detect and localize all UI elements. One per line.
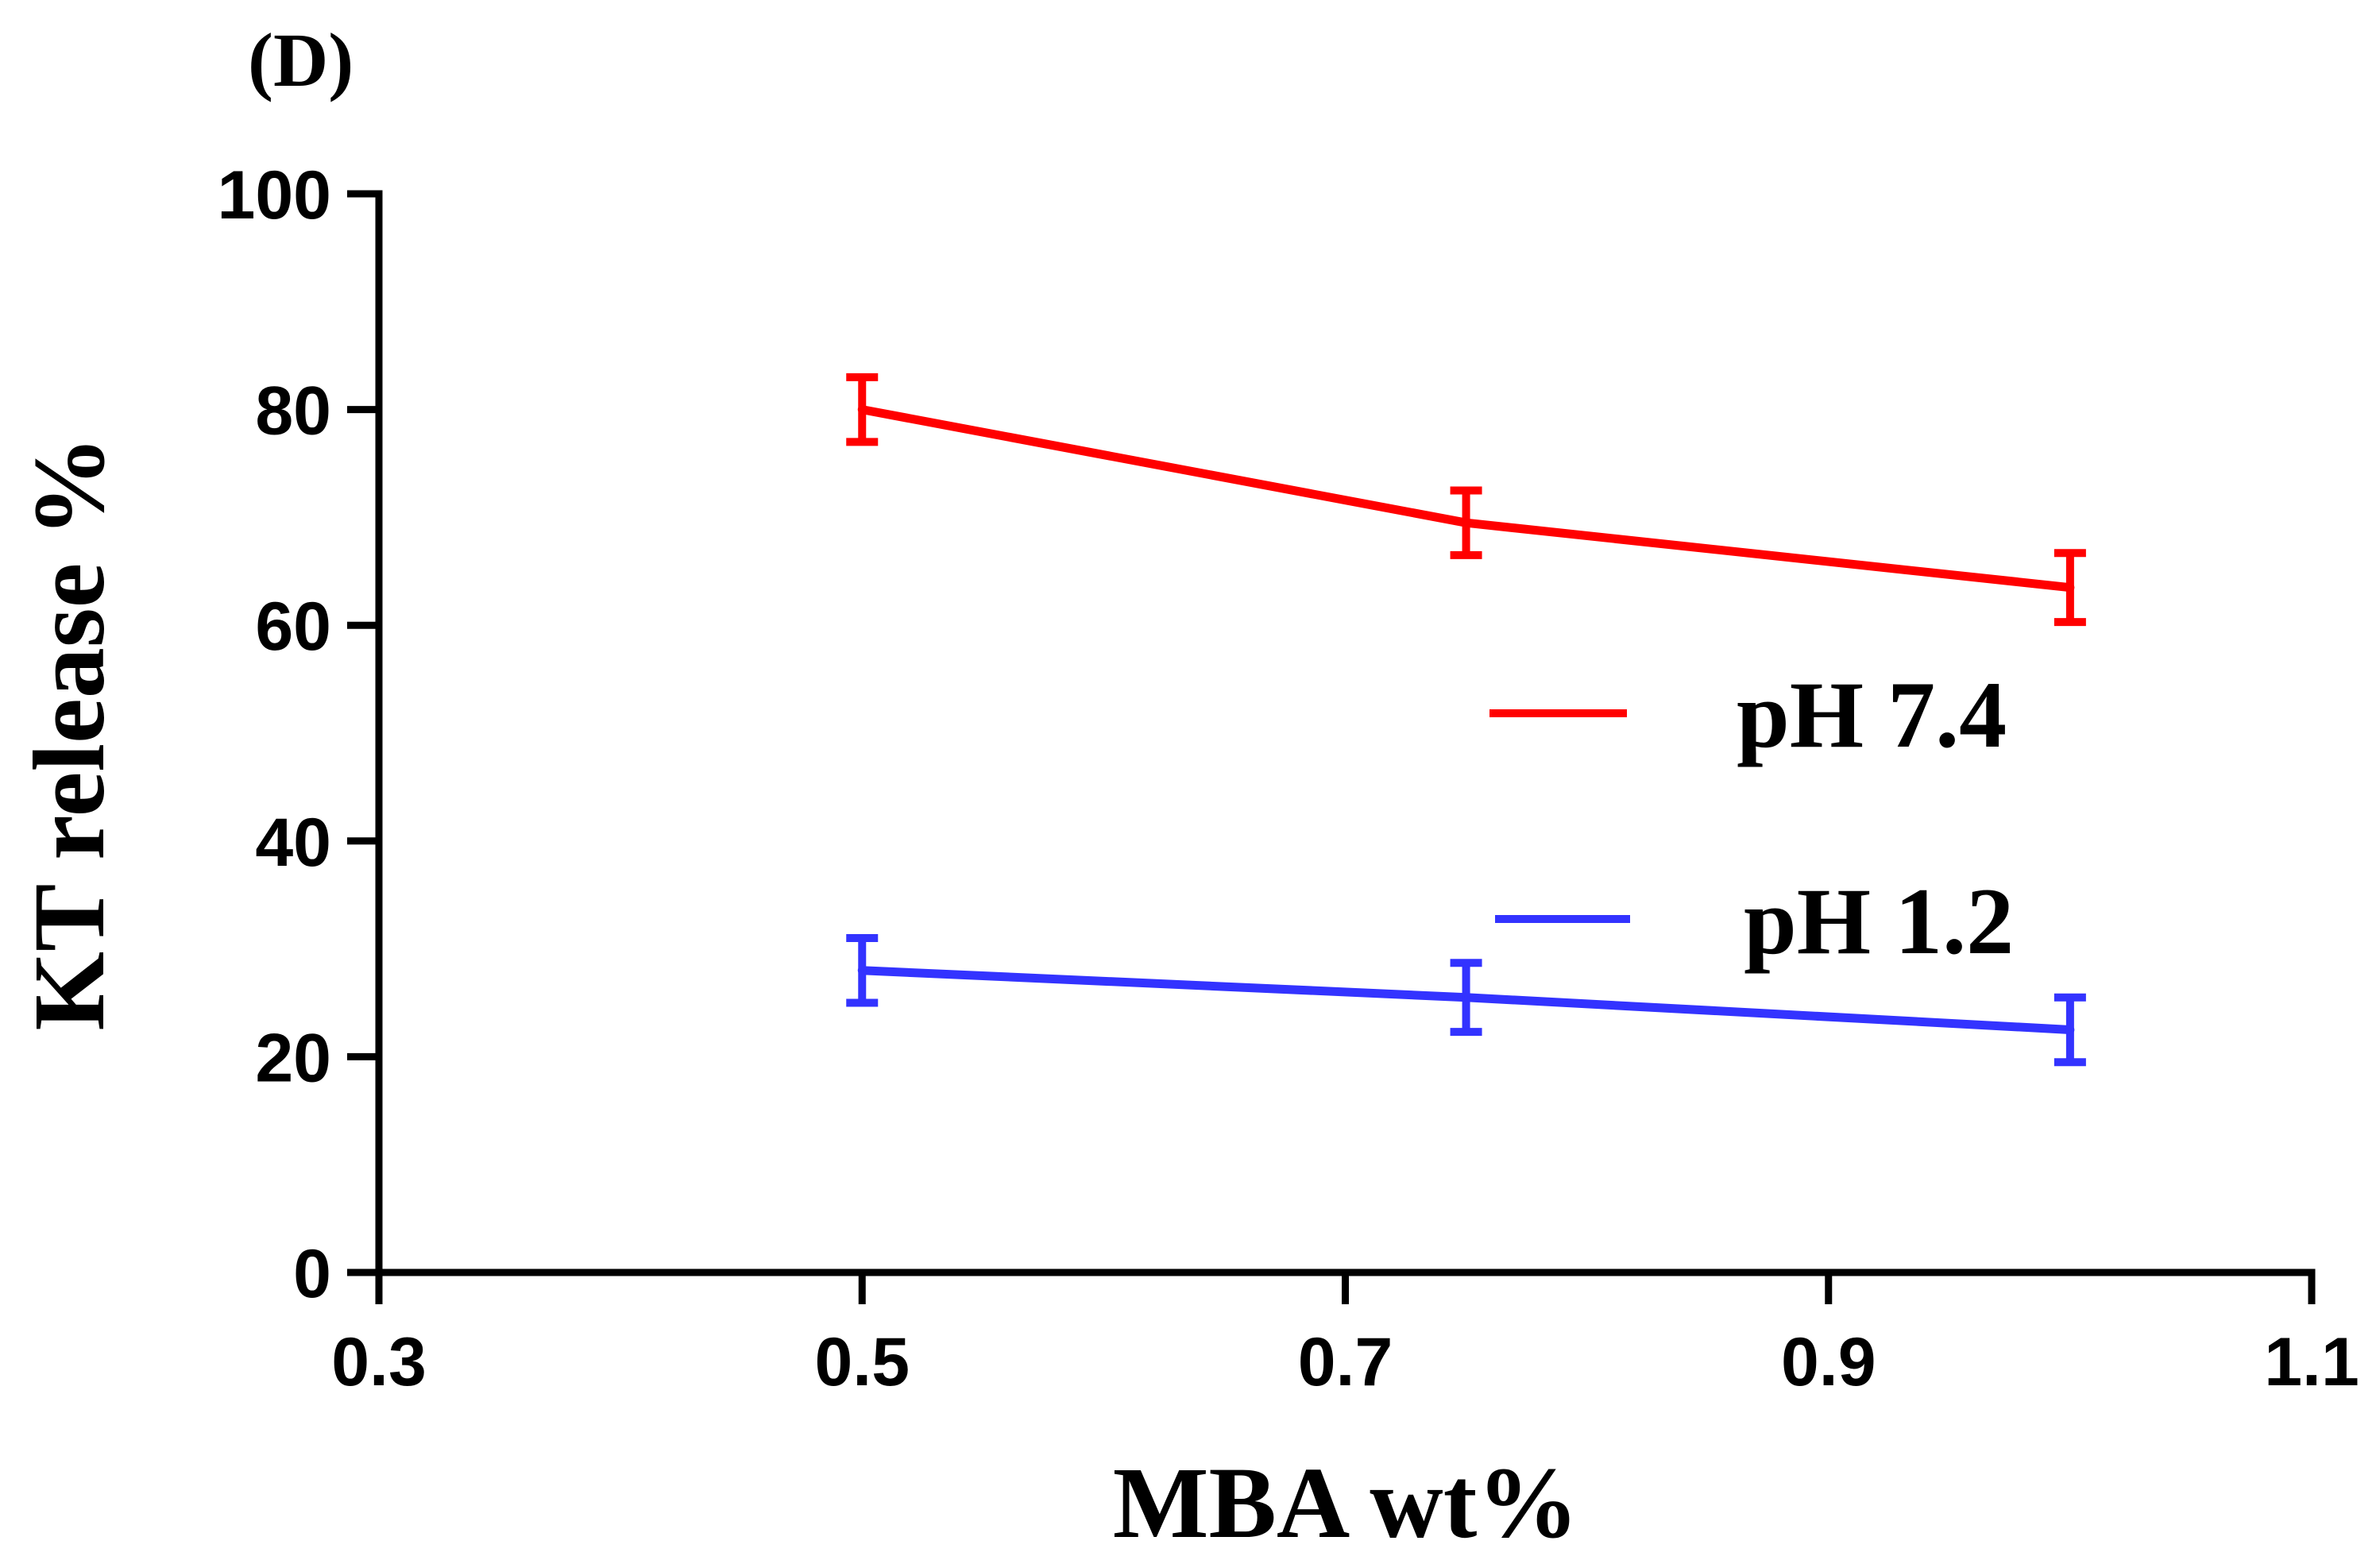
error-bar bbox=[2054, 549, 2086, 627]
y-tick-label: 20 bbox=[255, 1020, 331, 1096]
error-bar bbox=[846, 934, 879, 1007]
panel-label: (D) bbox=[248, 17, 354, 102]
x-axis-title: MBA wt% bbox=[1113, 1446, 1579, 1559]
x-tick-label: 0.5 bbox=[814, 1324, 910, 1400]
legend: pH 7.4 pH 1.2 bbox=[1489, 662, 2014, 974]
x-tick-label: 1.1 bbox=[2264, 1324, 2359, 1400]
plot-area: 0 20 40 60 80 100 0.3 0.5 0.7 0.9 1.1 bbox=[218, 157, 2359, 1400]
error-bar bbox=[1450, 959, 1482, 1037]
x-tick-label: 0.9 bbox=[1781, 1324, 1876, 1400]
data-point bbox=[1464, 521, 1468, 525]
data-point bbox=[2068, 1028, 2072, 1032]
data-point bbox=[1464, 995, 1468, 999]
error-bar bbox=[2054, 993, 2086, 1067]
y-tick-label: 0 bbox=[293, 1236, 331, 1312]
y-ticks: 0 20 40 60 80 100 bbox=[218, 157, 379, 1312]
y-axis-title: KT release % bbox=[13, 436, 126, 1031]
y-tick-label: 60 bbox=[255, 589, 331, 665]
x-ticks: 0.3 0.5 0.7 0.9 1.1 bbox=[331, 1272, 2359, 1400]
legend-label-ph-7-4: pH 7.4 bbox=[1737, 662, 2007, 767]
y-tick-label: 100 bbox=[218, 157, 332, 234]
series-layer bbox=[846, 373, 2086, 1067]
y-tick-label: 40 bbox=[255, 805, 331, 881]
x-tick-label: 0.3 bbox=[331, 1324, 427, 1400]
series-ph-7-4 bbox=[846, 373, 2086, 627]
legend-label-ph-1-2: pH 1.2 bbox=[1744, 868, 2014, 974]
error-bar bbox=[1450, 486, 1482, 559]
series-ph-1-2 bbox=[846, 934, 2086, 1067]
data-point bbox=[860, 407, 864, 411]
y-tick-label: 80 bbox=[255, 373, 331, 450]
x-tick-label: 0.7 bbox=[1298, 1324, 1393, 1400]
data-point bbox=[2068, 585, 2072, 589]
error-bar bbox=[846, 373, 879, 446]
data-point bbox=[860, 968, 864, 972]
